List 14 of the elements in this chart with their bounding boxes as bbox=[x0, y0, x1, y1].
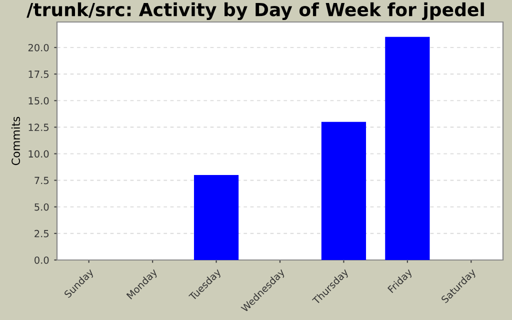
y-tick-label: 7.5 bbox=[34, 176, 49, 184]
bar bbox=[194, 175, 239, 260]
y-tick-label: 17.5 bbox=[28, 70, 49, 78]
y-tick-label: 15.0 bbox=[28, 97, 49, 104]
y-tick-label: 5.0 bbox=[34, 203, 49, 211]
y-tick-label: 12.5 bbox=[28, 124, 49, 132]
y-tick-label: 20.0 bbox=[28, 44, 49, 52]
y-axis-title: Commits bbox=[11, 116, 20, 166]
y-tick-label: 10.0 bbox=[28, 150, 49, 158]
chart-title: /trunk/src: Activity by Day of Week for jpedel bbox=[26, 2, 484, 20]
y-tick-label: 0.0 bbox=[34, 256, 49, 264]
bar bbox=[385, 36, 430, 260]
y-tick-label: 2.5 bbox=[34, 230, 49, 238]
bar bbox=[321, 122, 366, 260]
